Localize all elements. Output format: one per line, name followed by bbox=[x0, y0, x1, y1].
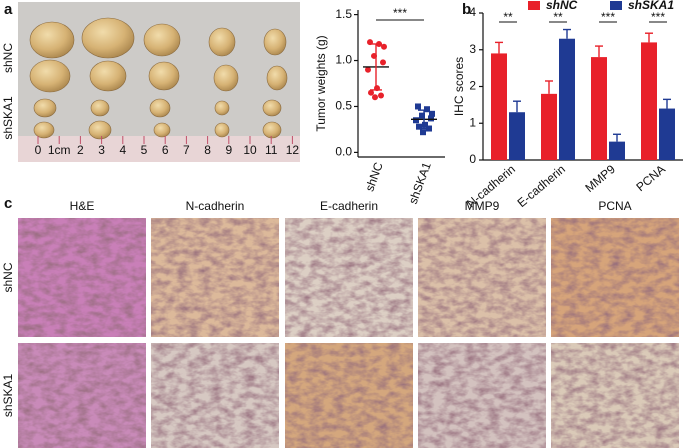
row-label: shSKA1 bbox=[1, 373, 15, 417]
histology-texture bbox=[551, 343, 679, 448]
row-label: shNC bbox=[1, 262, 15, 292]
significance: ** bbox=[503, 10, 513, 24]
y-tick-label: 3 bbox=[469, 42, 476, 56]
histology-texture bbox=[418, 343, 546, 448]
panel-label: c bbox=[4, 195, 12, 212]
bar bbox=[591, 57, 607, 160]
data-point bbox=[416, 123, 422, 130]
row-label: shNC bbox=[1, 43, 15, 73]
data-point bbox=[429, 110, 435, 117]
column-label: PCNA bbox=[598, 199, 631, 213]
bar bbox=[491, 53, 507, 160]
tumor-photo bbox=[18, 2, 300, 162]
significance: *** bbox=[393, 6, 407, 20]
panel-label: b bbox=[462, 1, 471, 18]
x-tick-label: E-cadherin bbox=[515, 162, 568, 210]
ruler-label: 10 bbox=[243, 143, 257, 157]
histology-texture bbox=[285, 343, 413, 448]
data-point bbox=[368, 89, 374, 96]
panel-label: a bbox=[4, 1, 13, 18]
significance: *** bbox=[651, 10, 665, 24]
ruler-label: 11 bbox=[265, 143, 278, 157]
x-tick-label: shSKA1 bbox=[406, 160, 434, 206]
bar bbox=[609, 141, 625, 160]
column-label: E-cadherin bbox=[320, 199, 378, 213]
bar bbox=[509, 112, 525, 160]
row-label: shSKA1 bbox=[1, 96, 15, 140]
data-point bbox=[422, 121, 428, 128]
ruler-label: 9 bbox=[225, 143, 232, 157]
x-tick-label: PCNA bbox=[633, 162, 668, 194]
legend-label: shSKA1 bbox=[628, 0, 674, 12]
bar bbox=[559, 38, 575, 160]
ruler-label: 1cm bbox=[48, 143, 71, 157]
y-tick-label: 0.0 bbox=[335, 145, 352, 159]
significance: *** bbox=[601, 10, 615, 24]
data-point bbox=[424, 106, 430, 113]
data-point bbox=[419, 112, 425, 119]
histology-texture bbox=[18, 343, 146, 448]
y-tick-label: 0.5 bbox=[335, 99, 352, 113]
y-tick-label: 2 bbox=[469, 79, 476, 93]
ruler-label: 8 bbox=[204, 143, 211, 157]
data-point bbox=[365, 66, 371, 73]
data-point bbox=[380, 59, 386, 66]
bar bbox=[641, 42, 657, 160]
histology-texture bbox=[551, 218, 679, 337]
legend-swatch bbox=[528, 1, 540, 10]
data-point bbox=[420, 129, 426, 136]
histology-texture bbox=[18, 218, 146, 337]
y-axis-label: Tumor weights (g) bbox=[314, 35, 328, 131]
ruler-label: 12 bbox=[286, 143, 300, 157]
y-tick-label: 4 bbox=[469, 5, 476, 19]
ruler-label: 5 bbox=[141, 143, 148, 157]
histology-texture bbox=[151, 343, 279, 448]
x-tick-label: MMP9 bbox=[582, 162, 618, 195]
significance: ** bbox=[553, 10, 563, 24]
y-tick-label: 1 bbox=[469, 115, 476, 129]
ruler-label: 4 bbox=[119, 143, 126, 157]
y-tick-label: 1.5 bbox=[335, 7, 352, 21]
data-point bbox=[378, 92, 384, 99]
ruler-label: 2 bbox=[77, 143, 84, 157]
histology-texture bbox=[418, 218, 546, 337]
legend-swatch bbox=[610, 1, 622, 10]
y-axis-label: IHC scores bbox=[452, 57, 466, 116]
ruler-label: 3 bbox=[98, 143, 105, 157]
data-point bbox=[372, 94, 378, 101]
bar bbox=[541, 93, 557, 160]
data-point bbox=[413, 117, 419, 124]
y-tick-label: 0 bbox=[469, 152, 476, 166]
histology-texture bbox=[285, 218, 413, 337]
ruler-label: 0 bbox=[35, 143, 42, 157]
ruler-label: 7 bbox=[183, 143, 190, 157]
column-label: H&E bbox=[70, 199, 95, 213]
column-label: N-cadherin bbox=[186, 199, 245, 213]
column-label: MMP9 bbox=[465, 199, 500, 213]
y-tick-label: 1.0 bbox=[335, 53, 352, 67]
ruler-label: 6 bbox=[162, 143, 169, 157]
data-point bbox=[415, 103, 421, 110]
data-point bbox=[381, 43, 387, 50]
legend-label: shNC bbox=[546, 0, 578, 12]
bar bbox=[659, 108, 675, 160]
data-point bbox=[428, 115, 434, 122]
x-tick-label: shNC bbox=[362, 160, 386, 193]
histology-texture bbox=[151, 218, 279, 337]
